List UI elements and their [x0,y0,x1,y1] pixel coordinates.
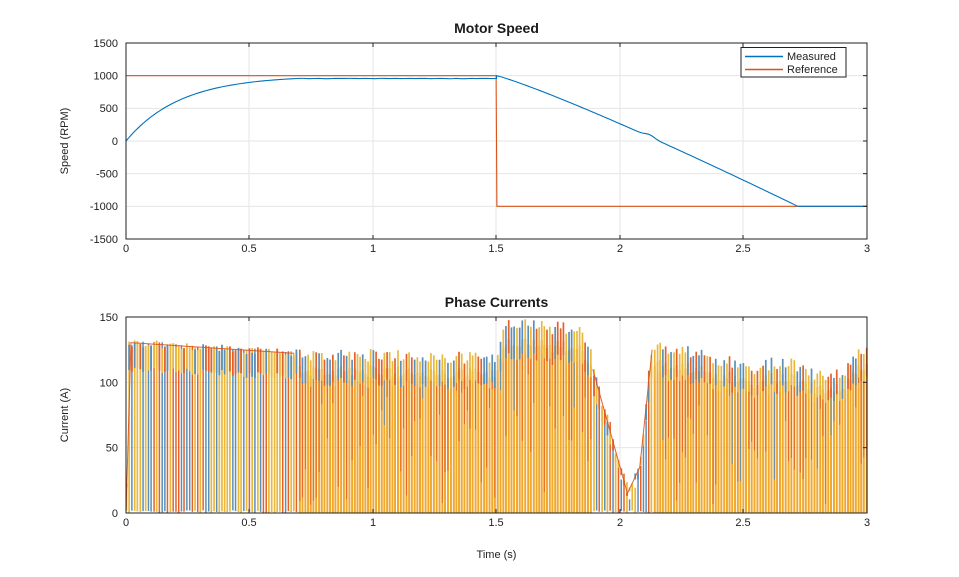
svg-text:-1500: -1500 [90,234,118,246]
svg-text:0.5: 0.5 [241,517,256,529]
svg-text:1.5: 1.5 [488,517,503,529]
svg-text:Reference: Reference [787,64,838,76]
svg-text:Phase Currents: Phase Currents [445,294,549,310]
svg-text:2: 2 [617,517,623,529]
svg-text:Motor Speed: Motor Speed [454,20,539,36]
svg-text:1000: 1000 [94,71,118,83]
svg-text:150: 150 [100,312,118,324]
svg-text:2.5: 2.5 [735,243,750,255]
svg-text:500: 500 [100,103,118,115]
svg-text:0: 0 [112,508,118,520]
svg-text:100: 100 [100,378,118,390]
svg-text:1.5: 1.5 [488,243,503,255]
svg-text:3: 3 [864,243,870,255]
svg-text:Speed (RPM): Speed (RPM) [59,108,71,175]
svg-text:0: 0 [112,136,118,148]
svg-text:0: 0 [123,517,129,529]
svg-text:0.5: 0.5 [241,243,256,255]
svg-text:1500: 1500 [94,38,118,50]
svg-text:2: 2 [617,243,623,255]
svg-text:50: 50 [106,443,118,455]
svg-text:2.5: 2.5 [735,517,750,529]
svg-text:Measured: Measured [787,51,836,63]
svg-text:-1000: -1000 [90,201,118,213]
svg-text:1: 1 [370,517,376,529]
svg-text:-500: -500 [96,169,118,181]
svg-text:Time (s): Time (s) [477,549,517,561]
svg-text:Current (A): Current (A) [59,388,71,442]
svg-text:0: 0 [123,243,129,255]
svg-text:3: 3 [864,517,870,529]
svg-text:1: 1 [370,243,376,255]
